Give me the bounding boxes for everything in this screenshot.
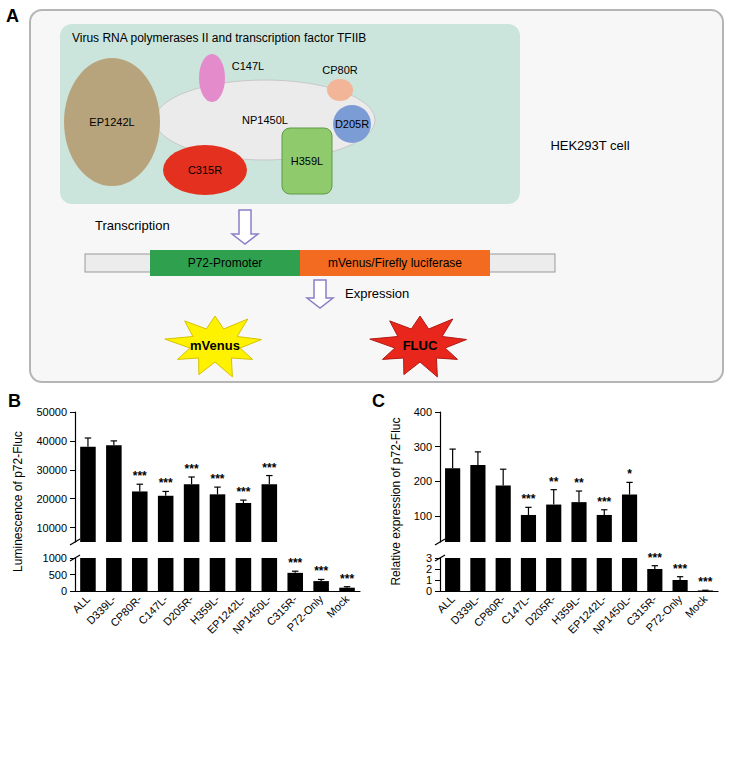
svg-text:EP1242L: EP1242L [89, 116, 134, 128]
svg-text:NP1450L: NP1450L [242, 114, 288, 126]
svg-text:NP1450L-: NP1450L- [230, 593, 274, 637]
svg-text:C147L: C147L [232, 60, 264, 72]
svg-text:200: 200 [414, 475, 432, 487]
svg-text:**: ** [549, 475, 559, 489]
svg-text:FLUC: FLUC [403, 338, 438, 353]
svg-text:H359L-: H359L- [187, 592, 222, 627]
svg-text:C: C [372, 391, 385, 411]
svg-text:400: 400 [414, 406, 432, 418]
svg-text:EP1242L-: EP1242L- [565, 592, 609, 636]
svg-text:mVenus/Firefly luciferase: mVenus/Firefly luciferase [328, 256, 462, 270]
svg-text:C147L-: C147L- [136, 592, 170, 627]
svg-text:P72-Only: P72-Only [285, 592, 326, 633]
svg-text:0: 0 [426, 585, 432, 597]
svg-text:*: * [627, 467, 632, 481]
svg-text:Mock: Mock [683, 592, 710, 619]
svg-text:***: *** [698, 575, 712, 589]
svg-text:C315R-: C315R- [264, 592, 300, 628]
svg-text:10000: 10000 [36, 522, 67, 534]
svg-text:***: *** [673, 562, 687, 576]
svg-text:***: *** [314, 564, 328, 578]
svg-text:CP80R-: CP80R- [108, 593, 144, 629]
svg-text:***: *** [133, 469, 147, 483]
svg-text:B: B [8, 391, 21, 411]
svg-text:A: A [6, 6, 19, 26]
svg-text:D339L-: D339L- [448, 592, 483, 627]
svg-text:***: *** [340, 572, 354, 586]
svg-text:***: *** [210, 472, 224, 486]
svg-text:D205R: D205R [335, 118, 369, 130]
svg-text:**: ** [574, 476, 584, 490]
svg-text:3: 3 [426, 552, 432, 564]
svg-text:***: *** [648, 551, 662, 565]
svg-text:Transcription: Transcription [95, 218, 170, 233]
svg-text:0: 0 [61, 585, 67, 597]
svg-text:P72-Promoter: P72-Promoter [188, 256, 263, 270]
svg-text:***: *** [521, 492, 535, 506]
svg-text:ALL: ALL [434, 592, 457, 616]
svg-text:***: *** [236, 485, 250, 499]
svg-text:1000: 1000 [43, 552, 67, 564]
svg-text:***: *** [159, 476, 173, 490]
svg-text:100: 100 [414, 510, 432, 522]
svg-text:C147L-: C147L- [498, 592, 533, 627]
svg-text:H359L: H359L [291, 155, 323, 167]
svg-text:***: *** [597, 495, 611, 509]
svg-text:mVenus: mVenus [190, 338, 240, 353]
svg-text:Expression: Expression [345, 286, 409, 301]
svg-text:30000: 30000 [36, 464, 67, 476]
svg-text:40000: 40000 [36, 435, 67, 447]
svg-text:Virus RNA polymerases II and t: Virus RNA polymerases II and transcripti… [72, 31, 366, 45]
svg-text:***: *** [185, 462, 199, 476]
svg-text:1: 1 [426, 574, 432, 586]
svg-text:ALL: ALL [70, 593, 92, 615]
svg-text:C315R: C315R [188, 164, 222, 176]
svg-text:500: 500 [49, 569, 67, 581]
svg-text:Mock: Mock [324, 592, 351, 619]
svg-text:Relative expression of p72-Flu: Relative expression of p72-Fluc [389, 417, 403, 585]
svg-text:HEK293T cell: HEK293T cell [550, 138, 629, 153]
svg-text:20000: 20000 [36, 493, 67, 505]
svg-text:D205R-: D205R- [522, 592, 558, 628]
svg-text:CP80R-: CP80R- [471, 593, 507, 629]
svg-text:***: *** [262, 461, 276, 475]
svg-text:50000: 50000 [36, 406, 67, 418]
svg-text:CP80R: CP80R [322, 64, 358, 76]
svg-text:EP1242L-: EP1242L- [204, 592, 248, 636]
svg-text:***: *** [288, 556, 302, 570]
svg-text:NP1450L-: NP1450L- [590, 593, 634, 637]
svg-text:300: 300 [414, 441, 432, 453]
svg-text:D205R-: D205R- [161, 593, 196, 628]
svg-text:C315R-: C315R- [623, 592, 660, 628]
svg-text:2: 2 [426, 563, 432, 575]
svg-text:H359L-: H359L- [549, 592, 584, 627]
svg-text:P72-Only: P72-Only [643, 592, 684, 633]
svg-text:D339L-: D339L- [84, 592, 119, 627]
svg-text:Luminescence of p72-Fluc: Luminescence of p72-Fluc [11, 431, 25, 572]
